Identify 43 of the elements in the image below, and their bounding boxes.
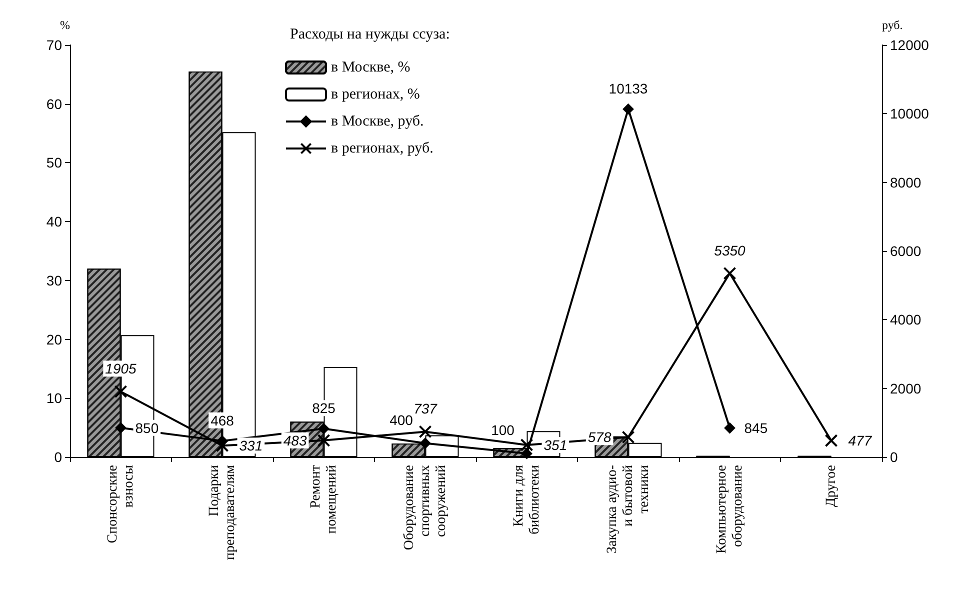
data-label: 351 — [544, 436, 568, 453]
x-tick-label: Спонсорские взносы — [105, 464, 136, 544]
x-tick-label: Книги для библиотеки — [511, 464, 542, 534]
data-label: 5350 — [714, 242, 746, 258]
y2-tick-label: 0 — [890, 449, 898, 465]
legend-label: в регионах, % — [331, 86, 420, 102]
y2-tick-label: 4000 — [890, 312, 922, 328]
data-label: 850 — [135, 420, 159, 436]
legend-title: Расходы на нужды ссуза: — [290, 26, 450, 42]
y-tick-label: 20 — [46, 331, 62, 348]
data-label: 100 — [491, 422, 515, 438]
data-label: 477 — [848, 432, 873, 449]
x-tick-label: Оборудование спортивных сооружений — [402, 464, 449, 550]
y2-tick-label: 8000 — [890, 174, 922, 190]
data-label: 483 — [283, 432, 307, 448]
y-tick-label: 0 — [54, 449, 62, 465]
y-tick-label: 30 — [46, 272, 62, 288]
y-axis-title: % — [60, 18, 70, 32]
y2-tick-label: 6000 — [890, 243, 922, 259]
legend-label: в регионах, руб. — [331, 140, 434, 156]
y2-tick-label: 12000 — [890, 37, 930, 53]
y-tick-label: 50 — [46, 154, 62, 171]
y2-tick-label: 10000 — [890, 106, 930, 122]
x-tick-label: Другое — [824, 465, 839, 508]
data-label: 825 — [312, 400, 336, 416]
y-tick-label: 60 — [46, 96, 62, 112]
data-label: 737 — [414, 400, 438, 417]
data-label: 331 — [239, 438, 263, 454]
x-tick-label: Ремонт помещений — [308, 464, 340, 534]
data-label: 400 — [390, 412, 414, 428]
data-label: 10133 — [608, 80, 648, 97]
y2-tick-label: 2000 — [890, 380, 922, 396]
x-tick-label: Закупка аудио- и бытовой техники — [604, 464, 652, 554]
y-tick-label: 40 — [46, 214, 62, 230]
legend-label: в Москве, руб. — [331, 114, 424, 130]
y-tick-label: 10 — [46, 390, 62, 406]
data-label: 1905 — [105, 360, 137, 377]
data-label: 845 — [744, 420, 768, 436]
data-label: 578 — [588, 429, 612, 446]
y2-axis-title: руб. — [882, 18, 903, 32]
legend-label: в Москве, % — [331, 60, 410, 76]
data-label: 468 — [210, 412, 234, 428]
y-tick-label: 70 — [46, 37, 62, 53]
